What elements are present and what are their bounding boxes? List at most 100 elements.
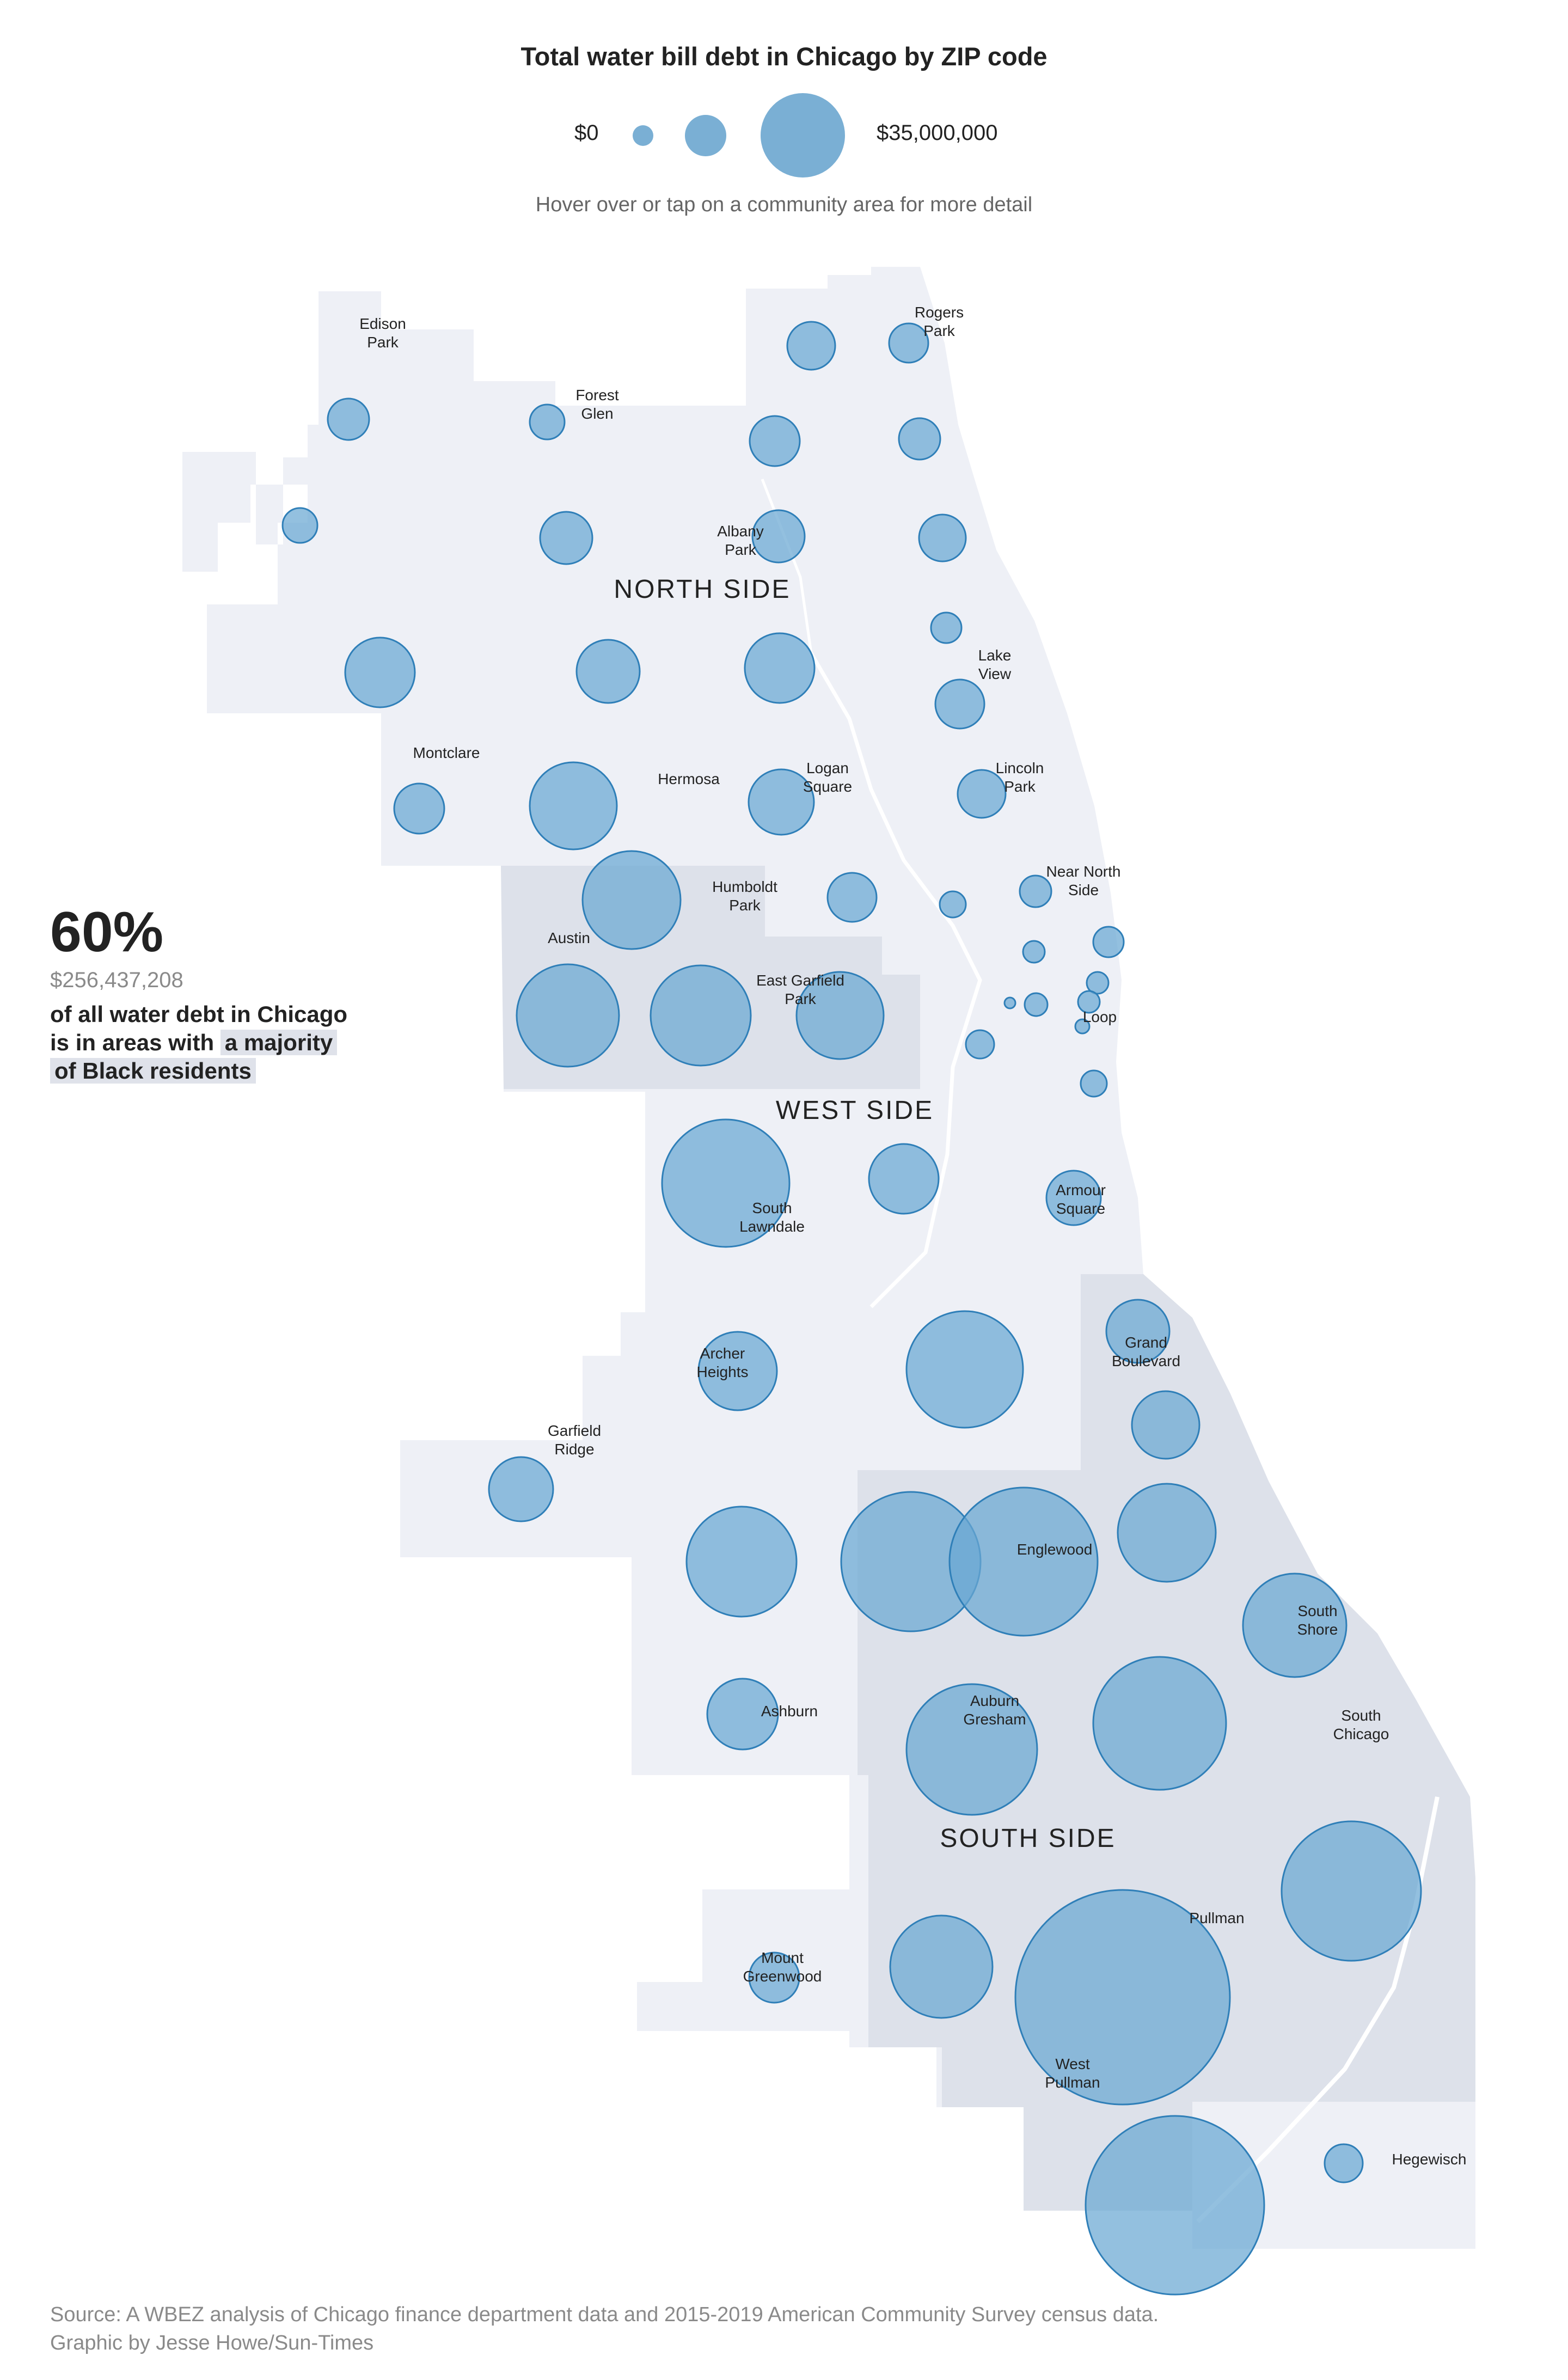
zip-bubble[interactable] [344, 637, 416, 708]
legend-large-bubble [761, 93, 845, 178]
community-label: Englewood [1017, 1541, 1093, 1558]
callout-highlight-1: a majority [220, 1030, 338, 1055]
community-label: Albany Park [717, 523, 764, 558]
zip-bubble[interactable] [948, 1486, 1099, 1637]
chicago-river [809, 652, 982, 1308]
credit-note: Graphic by Jesse Howe/Sun-Times [50, 2332, 374, 2354]
callout-line-1: of all water debt in Chicago [50, 1001, 348, 1027]
debt-share-percent: 60% [50, 901, 164, 964]
zip-bubble[interactable] [1003, 996, 1016, 1009]
community-label: Lake View [978, 647, 1012, 682]
zip-bubble[interactable] [898, 417, 941, 461]
legend-small-bubble [633, 125, 653, 146]
community-label: Auburn Gresham [963, 1692, 1026, 1728]
zip-bubble[interactable] [529, 403, 566, 440]
community-label: Hermosa [658, 770, 720, 787]
zip-bubble[interactable] [795, 971, 885, 1060]
zip-bubble[interactable] [529, 761, 618, 851]
majority-black-callout: 60% $256,437,208 of all water debt in Ch… [50, 904, 431, 1085]
interaction-hint: Hover over or tap on a community area fo… [535, 193, 1033, 216]
zip-bubble[interactable] [1014, 1889, 1231, 2106]
zip-bubble[interactable] [748, 768, 815, 836]
zip-bubble[interactable] [661, 1118, 791, 1248]
zip-bubble[interactable] [488, 1456, 554, 1522]
community-label: Ashburn [761, 1703, 818, 1720]
zip-bubble[interactable] [905, 1683, 1038, 1816]
community-label: Austin [548, 929, 590, 946]
community-label: Near North Side [1046, 863, 1121, 898]
debt-share-amount: $256,437,208 [50, 968, 183, 992]
zip-bubble[interactable] [749, 415, 801, 467]
community-label: West Pullman [1045, 2055, 1100, 2091]
zip-bubbles [281, 321, 1422, 2296]
legend-low-label: $0 [574, 121, 599, 145]
zip-bubble[interactable] [1105, 1299, 1171, 1364]
community-label: Grand Boulevard [1112, 1334, 1180, 1369]
zip-bubble[interactable] [581, 850, 682, 950]
zip-bubble[interactable] [1086, 971, 1110, 995]
community-label: Edison Park [359, 315, 406, 351]
zip-bubble[interactable] [1131, 1390, 1200, 1460]
zip-bubble[interactable] [1045, 1170, 1102, 1226]
zip-bubble[interactable] [889, 1914, 994, 2019]
zip-bubble[interactable] [1281, 1820, 1422, 1962]
zip-bubble[interactable] [1092, 926, 1125, 958]
callout-line-2: is in areas with [50, 1030, 215, 1055]
callout-text: of all water debt in Chicago is in areas… [50, 1000, 431, 1085]
zip-bubble[interactable] [751, 509, 806, 564]
zip-bubble[interactable] [1077, 990, 1101, 1014]
zip-bubble[interactable] [748, 1951, 800, 2004]
zip-bubble[interactable] [1019, 874, 1052, 908]
community-label: Mount Greenwood [743, 1949, 822, 1985]
callout-highlight-2: of Black residents [50, 1058, 256, 1084]
zip-bubble[interactable] [685, 1506, 798, 1618]
source-note: Source: A WBEZ analysis of Chicago finan… [50, 2303, 1159, 2326]
legend-medium-bubble [685, 115, 726, 156]
zip-bubble[interactable] [516, 963, 620, 1068]
zip-bubble[interactable] [786, 321, 836, 371]
community-label: East Garfield Park [756, 972, 844, 1007]
region-label-west-side: WEST SIDE [776, 1096, 934, 1125]
zip-bubble[interactable] [1074, 1018, 1091, 1035]
zip-bubble[interactable] [393, 782, 445, 835]
chart-title: Total water bill debt in Chicago by ZIP … [520, 42, 1048, 71]
zip-bubble[interactable] [965, 1029, 995, 1060]
zip-bubble[interactable] [1117, 1483, 1217, 1583]
legend-high-label: $35,000,000 [877, 121, 998, 145]
zip-bubble[interactable] [281, 507, 318, 544]
zip-bubble[interactable] [327, 397, 370, 441]
community-label: Garfield Ridge [548, 1422, 601, 1458]
zip-bubble[interactable] [957, 769, 1007, 819]
zip-bubble[interactable] [934, 678, 985, 730]
community-label: Archer Heights [697, 1345, 749, 1380]
zip-bubble[interactable] [1024, 992, 1049, 1017]
zip-bubble[interactable] [868, 1143, 940, 1215]
zip-bubble[interactable] [1080, 1069, 1108, 1098]
zip-bubble[interactable] [650, 964, 752, 1067]
community-label: Armour Square [1056, 1182, 1106, 1217]
zip-bubble[interactable] [905, 1310, 1024, 1429]
zip-bubble[interactable] [1085, 2115, 1265, 2296]
community-label: Hegewisch [1392, 2151, 1467, 2168]
zip-bubble[interactable] [918, 513, 967, 562]
zip-bubble[interactable] [888, 322, 929, 364]
zip-bubble[interactable] [697, 1331, 778, 1411]
region-label-north-side: NORTH SIDE [614, 575, 791, 604]
community-label: South Lawndale [739, 1200, 805, 1235]
zip-bubble[interactable] [1092, 1656, 1227, 1791]
community-label: South Chicago [1333, 1707, 1389, 1742]
zip-bubble[interactable] [744, 632, 816, 704]
zip-bubble[interactable] [575, 639, 641, 704]
community-label: Montclare [413, 744, 480, 761]
zip-bubble[interactable] [826, 872, 878, 923]
zip-bubble[interactable] [930, 611, 963, 644]
community-label: Rogers Park [915, 304, 964, 339]
zip-bubble[interactable] [1324, 2143, 1364, 2183]
community-label: Logan Square [803, 760, 852, 795]
zip-bubble[interactable] [1242, 1573, 1347, 1678]
zip-bubble[interactable] [706, 1678, 779, 1751]
zip-bubble[interactable] [1022, 940, 1046, 964]
zip-bubble[interactable] [539, 511, 593, 565]
zip-bubble[interactable] [939, 890, 967, 919]
